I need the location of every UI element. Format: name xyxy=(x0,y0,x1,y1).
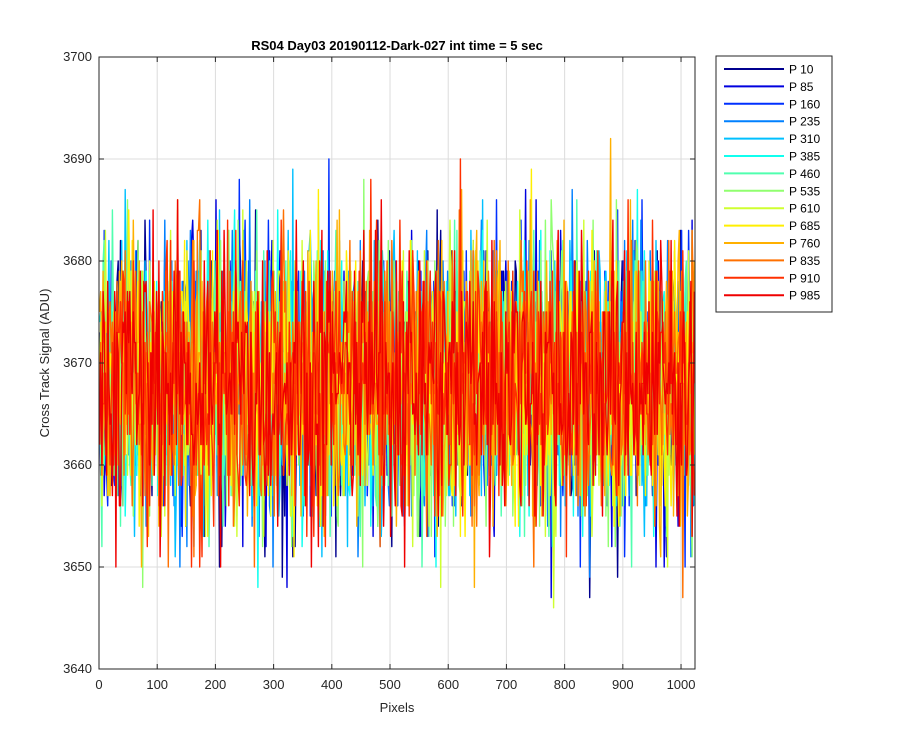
x-tick-label: 500 xyxy=(379,677,401,692)
legend-label: P 460 xyxy=(789,167,820,181)
y-tick-label: 3670 xyxy=(63,355,92,370)
x-tick-label: 200 xyxy=(205,677,227,692)
series-line-p-985 xyxy=(98,199,696,568)
legend-label: P 985 xyxy=(789,289,820,303)
x-tick-label: 400 xyxy=(321,677,343,692)
legend-label: P 835 xyxy=(789,254,820,268)
legend-label: P 535 xyxy=(789,184,820,198)
x-tick-label: 900 xyxy=(612,677,634,692)
y-tick-label: 3690 xyxy=(63,151,92,166)
legend-label: P 760 xyxy=(789,237,820,251)
chart-title: RS04 Day03 20190112-Dark-027 int time = … xyxy=(251,38,543,53)
legend-box xyxy=(715,55,833,313)
ticks: 0 100 200 300 400 500 600 700 800 900 1000 3640 3650… xyxy=(63,49,695,692)
x-tick-label: 300 xyxy=(263,677,285,692)
legend-label: P 385 xyxy=(789,150,820,164)
legend-label: P 160 xyxy=(789,97,820,111)
y-tick-label: 3640 xyxy=(63,661,92,676)
y-tick-label: 3700 xyxy=(63,49,92,64)
x-axis-label: Pixels xyxy=(380,700,415,715)
x-tick-label: 700 xyxy=(496,677,518,692)
legend-label: P 310 xyxy=(789,132,820,146)
series-line-p-760 xyxy=(98,137,696,589)
legend-label: P 910 xyxy=(789,271,820,285)
x-tick-label: 1000 xyxy=(667,677,696,692)
legend-label: P 235 xyxy=(789,115,820,129)
legend-label: P 10 xyxy=(789,63,814,77)
x-tick-label: 0 xyxy=(95,677,102,692)
x-tick-label: 600 xyxy=(437,677,459,692)
legend-label: P 610 xyxy=(789,202,820,216)
legend-label: P 685 xyxy=(789,219,820,233)
legend: P 10 P 85 P 160 P 235 P 310 P 385 P 460 P 535 P … xyxy=(715,55,833,313)
y-tick-label: 3660 xyxy=(63,457,92,472)
y-axis-label: Cross Track Signal (ADU) xyxy=(37,289,52,438)
x-tick-label: 800 xyxy=(554,677,576,692)
series-layer xyxy=(98,137,696,609)
legend-label: P 85 xyxy=(789,80,814,94)
x-tick-label: 100 xyxy=(146,677,168,692)
y-tick-label: 3680 xyxy=(63,253,92,268)
y-tick-label: 3650 xyxy=(63,559,92,574)
